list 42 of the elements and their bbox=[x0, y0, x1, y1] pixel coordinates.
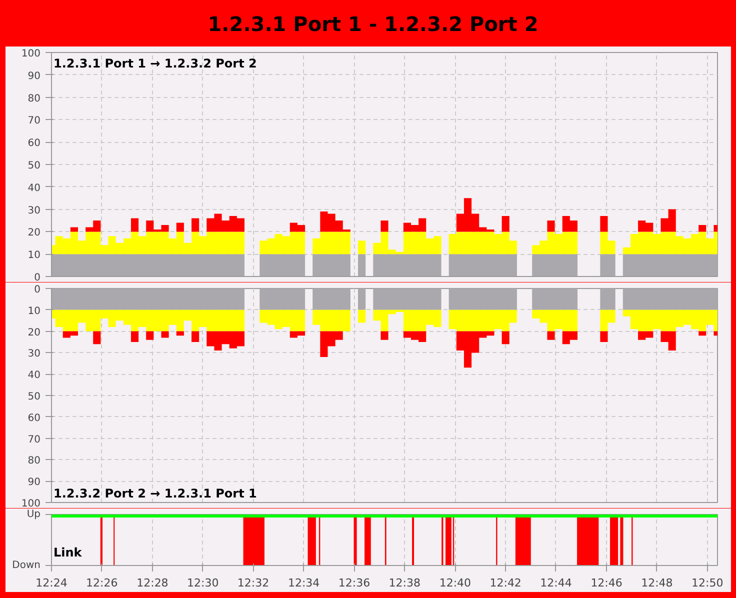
annotation: 1.2.3.1 Port 1 → 1.2.3.2 Port 2 bbox=[54, 56, 257, 70]
y-tick-label: 100 bbox=[21, 498, 41, 510]
y-tick-label: 40 bbox=[28, 182, 41, 194]
text: Down bbox=[12, 560, 41, 571]
x-tick-label: 12:34 bbox=[288, 576, 320, 590]
y-tick-label: 0 bbox=[34, 284, 41, 296]
x-tick-label: 12:24 bbox=[36, 576, 68, 590]
chart-title: 1.2.3.1 Port 1 - 1.2.3.2 Port 2 bbox=[208, 11, 538, 38]
x-tick-label: 12:28 bbox=[136, 576, 168, 590]
y-tick-label: 20 bbox=[28, 228, 41, 239]
x-tick-label: 12:32 bbox=[237, 576, 270, 590]
x-tick-label: 12:46 bbox=[590, 576, 622, 590]
y-tick-label: 50 bbox=[28, 392, 41, 402]
y-tick-label: 90 bbox=[28, 70, 41, 82]
annotation: Link bbox=[54, 546, 83, 560]
x-tick-label: 12:40 bbox=[439, 576, 472, 590]
y-tick-label: 80 bbox=[28, 93, 41, 104]
x-tick-label: 12:30 bbox=[187, 576, 219, 590]
x-tick-label: 12:50 bbox=[692, 576, 724, 590]
y-tick-label: 10 bbox=[28, 306, 41, 317]
y-tick-label: 70 bbox=[28, 434, 41, 446]
y-tick-label: 30 bbox=[28, 205, 41, 216]
y-tick-label: 80 bbox=[28, 456, 41, 467]
y-tick-label: 60 bbox=[28, 412, 41, 424]
x-tick-label: 12:44 bbox=[540, 576, 572, 590]
y-tick-label: 70 bbox=[28, 116, 41, 127]
x-tick-label: 12:38 bbox=[388, 576, 420, 590]
y-tick-label: 50 bbox=[28, 160, 41, 172]
annotation: 1.2.3.2 Port 2 → 1.2.3.1 Port 1 bbox=[54, 486, 257, 500]
x-tick-label: 12:42 bbox=[490, 576, 522, 590]
y-tick-label: 40 bbox=[28, 370, 41, 382]
y-tick-label: 0 bbox=[34, 272, 41, 284]
text: Up bbox=[26, 509, 41, 520]
y-tick-label: 30 bbox=[28, 348, 41, 360]
x-tick-label: 12:26 bbox=[86, 576, 118, 590]
x-tick-label: 12:36 bbox=[338, 576, 370, 590]
y-tick-label: 90 bbox=[28, 477, 41, 488]
y-tick-label: 10 bbox=[28, 250, 41, 262]
y-tick-label: 20 bbox=[28, 327, 41, 338]
y-tick-label: 60 bbox=[28, 138, 41, 150]
y-tick-label: 100 bbox=[21, 48, 41, 60]
x-tick-label: 12:48 bbox=[641, 576, 673, 590]
